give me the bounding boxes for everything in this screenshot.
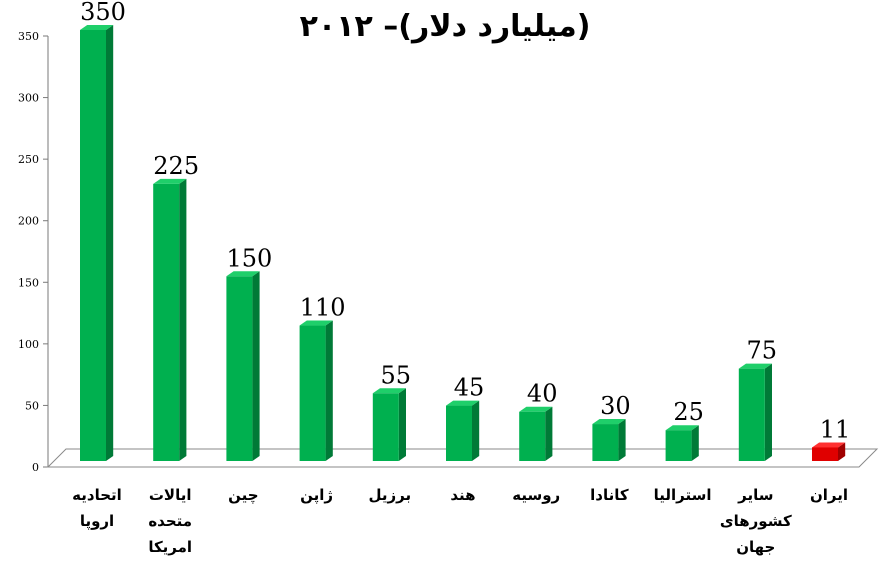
bar (299, 320, 333, 461)
bar-side (398, 388, 406, 461)
data-label: 225 (153, 152, 199, 180)
data-label: 55 (381, 361, 412, 389)
bar-front (812, 447, 838, 461)
bar-front (665, 430, 692, 461)
bar-side (325, 320, 333, 461)
x-tick-label: امریکا (148, 538, 192, 556)
bar (519, 406, 553, 461)
y-tick-label: 100 (18, 338, 39, 351)
bar (372, 388, 406, 461)
bar-top (519, 406, 553, 412)
x-tick-label: اروپا (80, 512, 114, 531)
x-tick-label: متحده (148, 512, 192, 530)
y-tick-label: 150 (18, 276, 39, 289)
bar-top (446, 400, 480, 406)
bar-top (299, 320, 333, 326)
y-tick-label: 350 (18, 30, 39, 43)
x-tick-label: استرالیا (654, 486, 712, 504)
bar (738, 363, 772, 461)
bar-front (519, 411, 546, 461)
bar-side (106, 25, 114, 461)
y-tick-label: 250 (18, 153, 39, 166)
bar (80, 25, 114, 461)
y-tick-label: 50 (25, 399, 39, 412)
bar-top (665, 425, 699, 431)
y-tick-label: 0 (32, 461, 39, 474)
y-tick-label: 300 (18, 92, 39, 105)
bar-side (764, 363, 772, 461)
bar-top (153, 178, 187, 184)
x-tick-label: ایالات (149, 486, 192, 504)
data-label: 25 (673, 398, 704, 426)
bar-top (80, 25, 114, 30)
bar-front (738, 368, 765, 461)
bar (592, 419, 626, 461)
data-label: 75 (747, 337, 778, 365)
data-label: 11 (820, 415, 851, 443)
x-tick-label: ژاپن (300, 486, 333, 505)
bar-top (738, 363, 772, 369)
bar (153, 178, 187, 461)
bar-top (812, 442, 846, 448)
bar-front (153, 183, 180, 461)
x-tick-label: چین (228, 486, 258, 505)
bar-side (618, 419, 626, 461)
data-label: 150 (226, 244, 272, 272)
bar-front (592, 424, 619, 461)
bar-side (838, 442, 846, 461)
x-tick-label: هند (450, 486, 475, 504)
bar-front (226, 276, 253, 461)
x-tick-label: سایر (737, 486, 773, 504)
x-tick-label: برزیل (368, 486, 411, 504)
bar-side (545, 406, 553, 461)
data-label: 350 (80, 0, 126, 26)
x-tick-label: کشورهای (720, 512, 792, 530)
bar-top (592, 419, 626, 425)
x-tick-label: جهان (736, 538, 775, 556)
axes: 0 50 100 150 200 250 300 350 (18, 30, 49, 474)
bar-front (372, 393, 399, 461)
bar-side (252, 271, 260, 461)
bar (665, 425, 699, 461)
data-label: 110 (300, 294, 346, 322)
bar (812, 442, 846, 461)
bar-side (472, 400, 480, 461)
x-tick-label: کانادا (590, 486, 629, 504)
bar-front (446, 405, 472, 461)
data-label: 30 (600, 392, 631, 420)
data-label: 40 (527, 380, 558, 408)
x-tick-label: ایران (810, 486, 848, 504)
y-tick-label: 200 (18, 215, 39, 228)
bar-side (691, 425, 699, 461)
bar-front (299, 325, 326, 461)
data-label: 45 (454, 374, 485, 402)
bar-side (179, 178, 187, 461)
chart-title: (میلیارد دلار)– ۲۰۱۲ (300, 9, 591, 44)
bar-front (80, 30, 106, 461)
bar (446, 400, 480, 461)
labels: 350 اتحادیه اروپا 225 ایالات متحده امریکا 150 چی… (72, 0, 850, 556)
bars (80, 25, 846, 461)
bar-top (372, 388, 406, 394)
x-tick-label: اتحادیه (72, 486, 122, 504)
x-tick-label: روسیه (512, 486, 560, 504)
bar (226, 271, 260, 461)
bar-top (226, 271, 260, 277)
